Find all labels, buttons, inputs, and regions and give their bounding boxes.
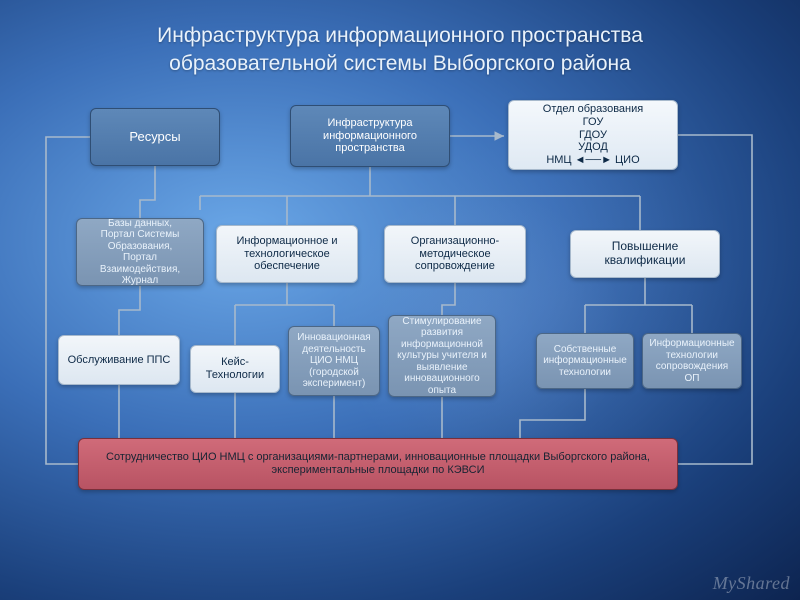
node-label: Сотрудничество ЦИО НМЦ с организациями-п… (85, 451, 671, 476)
node-label: Информационные технологии сопровождения … (649, 338, 735, 384)
node-databases: Базы данных, Портал Системы Образования,… (76, 218, 204, 286)
node-own-it: Собственные информационные технологии (536, 333, 634, 389)
watermark: MyShared (713, 573, 790, 594)
node-label: Информационное и технологическое обеспеч… (223, 235, 351, 273)
node-label: Стимулирование развития информационной к… (395, 316, 489, 397)
node-upskill: Повышение квалификации (570, 230, 720, 278)
node-resources: Ресурсы (90, 108, 220, 166)
node-label: Повышение квалификации (577, 240, 713, 268)
node-case-tech: Кейс-Технологии (190, 345, 280, 393)
node-label: Инфраструктура информационного пространс… (297, 117, 443, 155)
node-infra-top: Инфраструктура информационного пространс… (290, 105, 450, 167)
node-cooperation: Сотрудничество ЦИО НМЦ с организациями-п… (78, 438, 678, 490)
node-label: Обслуживание ППС (68, 354, 171, 367)
node-it-provision: Информационное и технологическое обеспеч… (216, 225, 358, 283)
diagram-canvas: Ресурсы Инфраструктура информационного п… (0, 0, 800, 600)
node-innov-cio: Инновационная деятельность ЦИО НМЦ (горо… (288, 326, 380, 396)
node-maintenance: Обслуживание ППС (58, 335, 180, 385)
node-label: Организационно-методическое сопровождени… (391, 235, 519, 273)
node-label: Ресурсы (129, 130, 180, 145)
node-org-method: Организационно-методическое сопровождени… (384, 225, 526, 283)
node-label: Инновационная деятельность ЦИО НМЦ (горо… (295, 332, 373, 390)
node-label: Собственные информационные технологии (543, 344, 627, 379)
node-label: Отдел образования ГОУ ГДОУ УДОД НМЦ ◄──►… (543, 103, 643, 166)
node-department: Отдел образования ГОУ ГДОУ УДОД НМЦ ◄──►… (508, 100, 678, 170)
node-it-op: Информационные технологии сопровождения … (642, 333, 742, 389)
node-label: Базы данных, Портал Системы Образования,… (83, 218, 197, 287)
node-label: Кейс-Технологии (197, 356, 273, 381)
node-stim-teacher: Стимулирование развития информационной к… (388, 315, 496, 397)
